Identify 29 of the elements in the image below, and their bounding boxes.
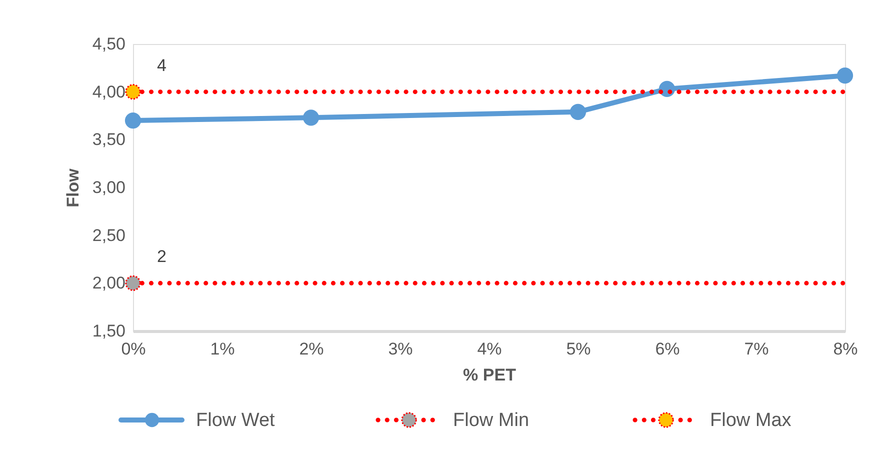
annotation: 4 (157, 56, 166, 75)
y-tick-label: 2,00 (92, 274, 126, 293)
legend-label: Flow Max (710, 410, 792, 431)
x-tick-label: 6% (655, 340, 680, 358)
point (125, 84, 141, 100)
x-axis-title: % PET (463, 366, 517, 384)
point (836, 68, 854, 84)
legend-label: Flow Wet (196, 410, 276, 431)
x-tick-label: 8% (833, 340, 858, 358)
y-tick-label: 2,50 (92, 226, 126, 245)
point (570, 104, 586, 120)
x-tick-label: 5% (566, 340, 591, 358)
point (124, 112, 142, 129)
y-tick-label: 3,50 (92, 130, 126, 150)
y-tick-label: 4,50 (92, 34, 126, 54)
x-tick-label: 3% (388, 340, 413, 358)
x-tick-label: 4% (477, 340, 502, 358)
y-tick-label: 4,00 (92, 82, 126, 102)
point (125, 275, 141, 291)
x-tick-label: 0% (121, 340, 146, 358)
y-axis-title: Flow (63, 168, 82, 208)
y-tick-label: 1,50 (92, 322, 126, 340)
x-tick-label: 7% (744, 340, 769, 358)
x-tick-label: 1% (210, 340, 235, 358)
y-tick-label: 3,00 (92, 178, 126, 197)
point (302, 110, 320, 126)
legend-label: Flow Min (453, 410, 530, 431)
x-tick-label: 2% (299, 340, 324, 358)
annotation: 2 (157, 247, 166, 266)
